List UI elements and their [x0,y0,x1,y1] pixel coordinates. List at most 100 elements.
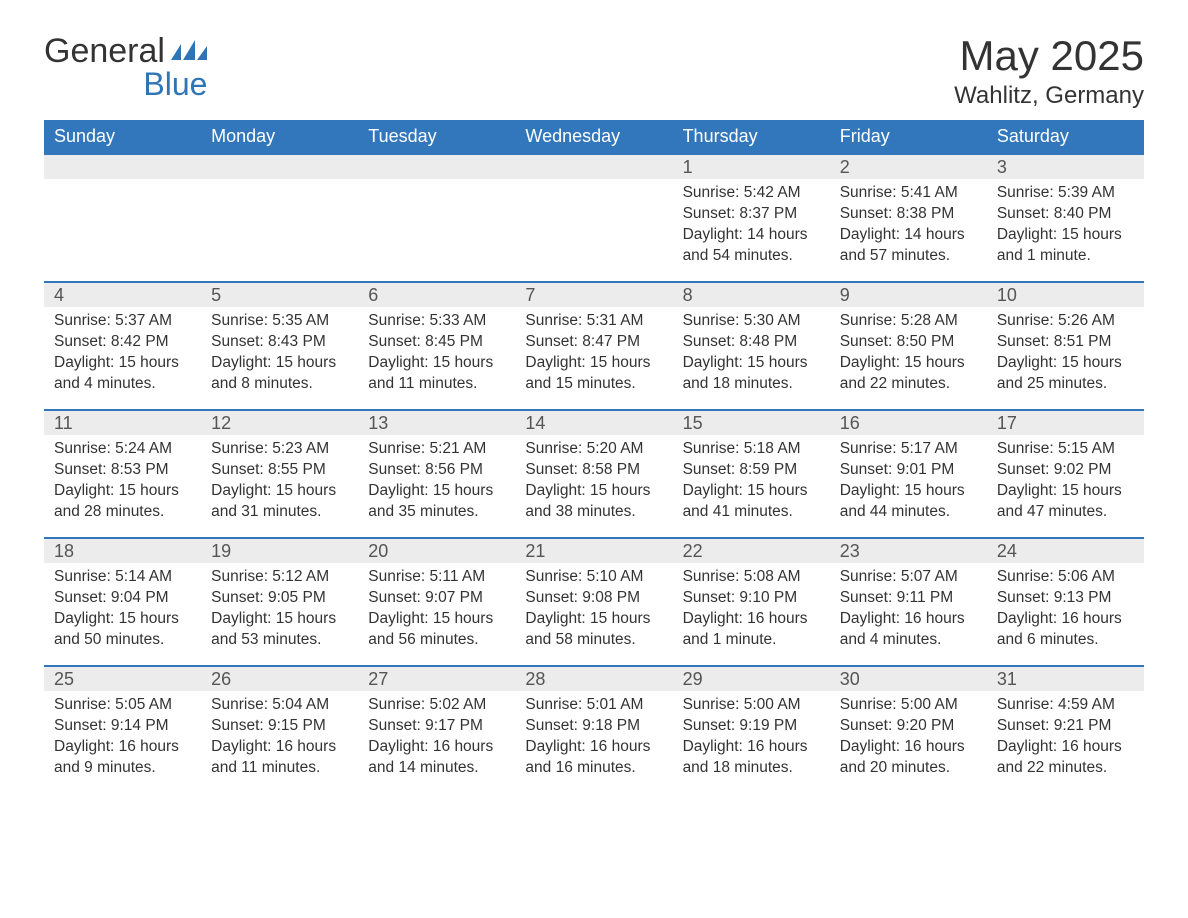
calendar-cell [44,153,201,281]
day-number: 16 [830,409,987,435]
daylight-line: Daylight: 16 hours and 1 minute. [683,609,820,651]
day-number: 7 [515,281,672,307]
daylight-line: Daylight: 16 hours and 14 minutes. [368,737,505,779]
calendar-cell: 4Sunrise: 5:37 AMSunset: 8:42 PMDaylight… [44,281,201,409]
sunrise-line: Sunrise: 5:08 AM [683,567,820,588]
calendar-cell: 11 Sunrise: 5:24 AMSunset: 8:53 PMDayligh… [44,409,201,537]
daylight-line: Daylight: 15 hours and 28 minutes. [54,481,191,523]
sunset-line: Sunset: 9:15 PM [211,716,348,737]
calendar-row: 4Sunrise: 5:37 AMSunset: 8:42 PMDaylight… [44,281,1144,409]
sunset-line: Sunset: 9:19 PM [683,716,820,737]
sunset-line: Sunset: 9:08 PM [525,588,662,609]
sunset-line: Sunset: 8:53 PM [54,460,191,481]
calendar-cell: 16Sunrise: 5:17 AMSunset: 9:01 PMDayligh… [830,409,987,537]
day-number: 18 [44,537,201,563]
calendar-cell: 22 Sunrise: 5:08 AMSunset: 9:10 PMDayligh… [673,537,830,665]
day-number: 24 [987,537,1144,563]
header: General Blue May 2025 Wahlitz, Germany [44,32,1144,110]
sunrise-line: Sunrise: 5:24 AM [54,439,191,460]
sunrise-line: Sunrise: 4:59 AM [997,695,1134,716]
daylight-line: Daylight: 15 hours and 31 minutes. [211,481,348,523]
day-details: Sunrise: 5:37 AMSunset: 8:42 PMDaylight:… [44,307,201,405]
sunset-line: Sunset: 8:40 PM [997,204,1134,225]
sunset-line: Sunset: 8:43 PM [211,332,348,353]
daylight-line: Daylight: 15 hours and 11 minutes. [368,353,505,395]
day-number: 31 [987,665,1144,691]
calendar-row: 25Sunrise: 5:05 AMSunset: 9:14 PMDayligh… [44,665,1144,793]
day-number: 5 [201,281,358,307]
sunrise-line: Sunrise: 5:26 AM [997,311,1134,332]
day-details: Sunrise: 5:05 AMSunset: 9:14 PMDaylight:… [44,691,201,789]
day-number: 22 [673,537,830,563]
weekday-header: Sunday [44,120,201,153]
day-number: 30 [830,665,987,691]
sunrise-line: Sunrise: 5:15 AM [997,439,1134,460]
daylight-line: Daylight: 15 hours and 4 minutes. [54,353,191,395]
day-details: Sunrise: 5:10 AMSunset: 9:08 PMDaylight:… [515,563,672,661]
day-details: Sunrise: 5:12 AMSunset: 9:05 PMDaylight:… [201,563,358,661]
sunset-line: Sunset: 8:55 PM [211,460,348,481]
daylight-line: Daylight: 15 hours and 58 minutes. [525,609,662,651]
daylight-line: Daylight: 14 hours and 54 minutes. [683,225,820,267]
day-details: Sunrise: 5:21 AMSunset: 8:56 PMDaylight:… [358,435,515,533]
daylight-line: Daylight: 15 hours and 8 minutes. [211,353,348,395]
sunrise-line: Sunrise: 5:30 AM [683,311,820,332]
day-number: 3 [987,153,1144,179]
sunset-line: Sunset: 9:02 PM [997,460,1134,481]
calendar-cell: 3Sunrise: 5:39 AMSunset: 8:40 PMDaylight… [987,153,1144,281]
weekday-header-row: SundayMondayTuesdayWednesdayThursdayFrid… [44,120,1144,153]
weekday-header: Wednesday [515,120,672,153]
calendar-cell: 14Sunrise: 5:20 AMSunset: 8:58 PMDayligh… [515,409,672,537]
calendar-cell: 12Sunrise: 5:23 AMSunset: 8:55 PMDayligh… [201,409,358,537]
sunrise-line: Sunrise: 5:00 AM [683,695,820,716]
logo-word-blue: Blue [44,66,207,103]
daylight-line: Daylight: 15 hours and 47 minutes. [997,481,1134,523]
calendar-cell: 23Sunrise: 5:07 AMSunset: 9:11 PMDayligh… [830,537,987,665]
sunset-line: Sunset: 8:48 PM [683,332,820,353]
weekday-header: Thursday [673,120,830,153]
day-details: Sunrise: 5:04 AMSunset: 9:15 PMDaylight:… [201,691,358,789]
sunset-line: Sunset: 9:04 PM [54,588,191,609]
sunrise-line: Sunrise: 5:05 AM [54,695,191,716]
day-details: Sunrise: 5:14 AMSunset: 9:04 PMDaylight:… [44,563,201,661]
daylight-line: Daylight: 15 hours and 18 minutes. [683,353,820,395]
sunset-line: Sunset: 9:10 PM [683,588,820,609]
day-details: Sunrise: 5:39 AMSunset: 8:40 PMDaylight:… [987,179,1144,277]
day-number: 19 [201,537,358,563]
day-number: 15 [673,409,830,435]
sunset-line: Sunset: 8:50 PM [840,332,977,353]
day-details: Sunrise: 5:15 AMSunset: 9:02 PMDaylight:… [987,435,1144,533]
sunset-line: Sunset: 9:17 PM [368,716,505,737]
weekday-header: Monday [201,120,358,153]
sunset-line: Sunset: 9:20 PM [840,716,977,737]
day-number: 10 [987,281,1144,307]
day-number: 4 [44,281,201,307]
weekday-header: Friday [830,120,987,153]
calendar-cell [358,153,515,281]
calendar-cell [201,153,358,281]
daylight-line: Daylight: 15 hours and 53 minutes. [211,609,348,651]
day-details: Sunrise: 5:33 AMSunset: 8:45 PMDaylight:… [358,307,515,405]
sunset-line: Sunset: 9:14 PM [54,716,191,737]
sunrise-line: Sunrise: 5:06 AM [997,567,1134,588]
sunrise-line: Sunrise: 5:28 AM [840,311,977,332]
day-details: Sunrise: 5:02 AMSunset: 9:17 PMDaylight:… [358,691,515,789]
day-details: Sunrise: 5:00 AMSunset: 9:19 PMDaylight:… [673,691,830,789]
empty-day-bar [358,153,515,179]
sunrise-line: Sunrise: 5:12 AM [211,567,348,588]
sunset-line: Sunset: 8:38 PM [840,204,977,225]
title-block: May 2025 Wahlitz, Germany [954,32,1144,110]
location: Wahlitz, Germany [954,82,1144,110]
calendar-cell: 9Sunrise: 5:28 AMSunset: 8:50 PMDaylight… [830,281,987,409]
calendar-cell: 31Sunrise: 4:59 AMSunset: 9:21 PMDayligh… [987,665,1144,793]
day-number: 29 [673,665,830,691]
day-number: 11 [44,409,201,435]
day-number: 27 [358,665,515,691]
daylight-line: Daylight: 15 hours and 1 minute. [997,225,1134,267]
sunrise-line: Sunrise: 5:07 AM [840,567,977,588]
day-number: 20 [358,537,515,563]
calendar-row: 1Sunrise: 5:42 AMSunset: 8:37 PMDaylight… [44,153,1144,281]
day-number: 12 [201,409,358,435]
day-details: Sunrise: 5:30 AMSunset: 8:48 PMDaylight:… [673,307,830,405]
month-title: May 2025 [954,32,1144,80]
